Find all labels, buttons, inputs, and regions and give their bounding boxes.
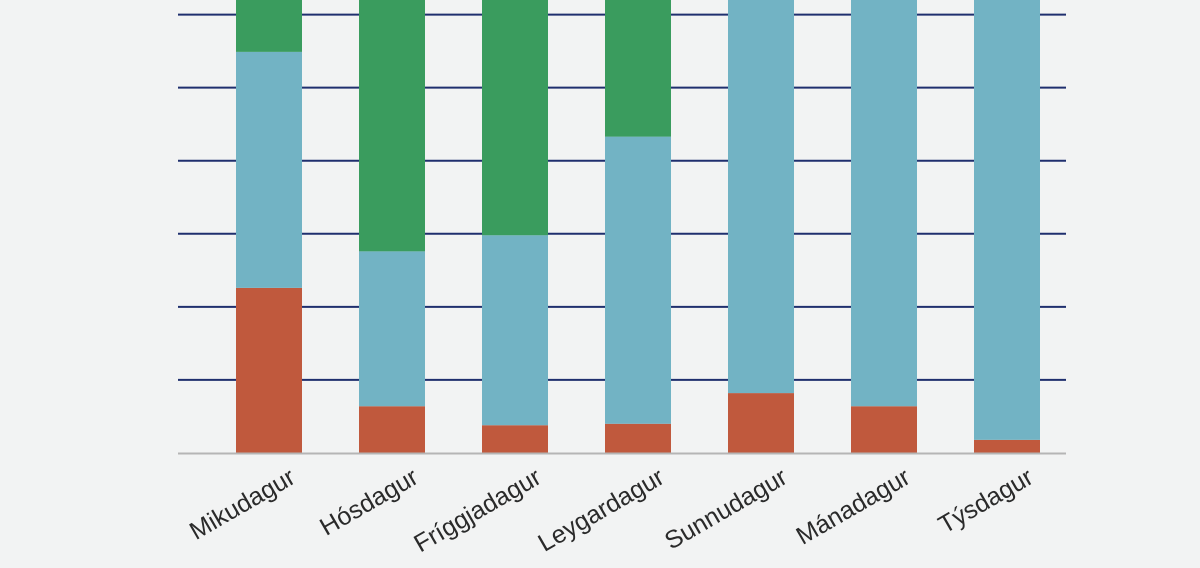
bar-segment-mánadagur-0 xyxy=(851,406,917,453)
bar-segment-týsdagur-1 xyxy=(974,0,1040,440)
bar-segment-mánadagur-1 xyxy=(851,0,917,407)
bars xyxy=(236,0,1040,453)
x-tick-label: Mikudagur xyxy=(185,463,300,546)
bar-segment-fríggjadagur-1 xyxy=(482,235,548,426)
bar-segment-mikudagur-0 xyxy=(236,287,302,453)
x-tick-label: Sunnudagur xyxy=(660,463,792,555)
bar-segment-hósdagur-2 xyxy=(359,0,425,252)
bar-segment-fríggjadagur-0 xyxy=(482,425,548,453)
x-tick-label: Týsdagur xyxy=(934,463,1038,539)
x-tick-label: Mánadagur xyxy=(791,463,915,550)
bar-segment-leygardagur-2 xyxy=(605,0,671,137)
bar-segment-hósdagur-1 xyxy=(359,251,425,407)
bar-segment-týsdagur-0 xyxy=(974,439,1040,453)
bar-segment-sunnudagur-0 xyxy=(728,393,794,453)
bar-segment-fríggjadagur-2 xyxy=(482,0,548,236)
bar-segment-leygardagur-0 xyxy=(605,423,671,453)
bar-segment-leygardagur-1 xyxy=(605,136,671,424)
x-tick-label: Leygardagur xyxy=(533,463,669,557)
x-tick-label: Hósdagur xyxy=(315,463,423,541)
bar-segment-mikudagur-2 xyxy=(236,0,302,52)
bar-segment-hósdagur-0 xyxy=(359,406,425,453)
x-tick-label: Fríggjadagur xyxy=(409,463,546,558)
x-tick-labels: Mikudagur HósdagurFríggjadagurLeygardagur… xyxy=(185,463,1038,558)
bar-segment-mikudagur-1 xyxy=(236,51,302,288)
bar-segment-sunnudagur-1 xyxy=(728,0,794,394)
